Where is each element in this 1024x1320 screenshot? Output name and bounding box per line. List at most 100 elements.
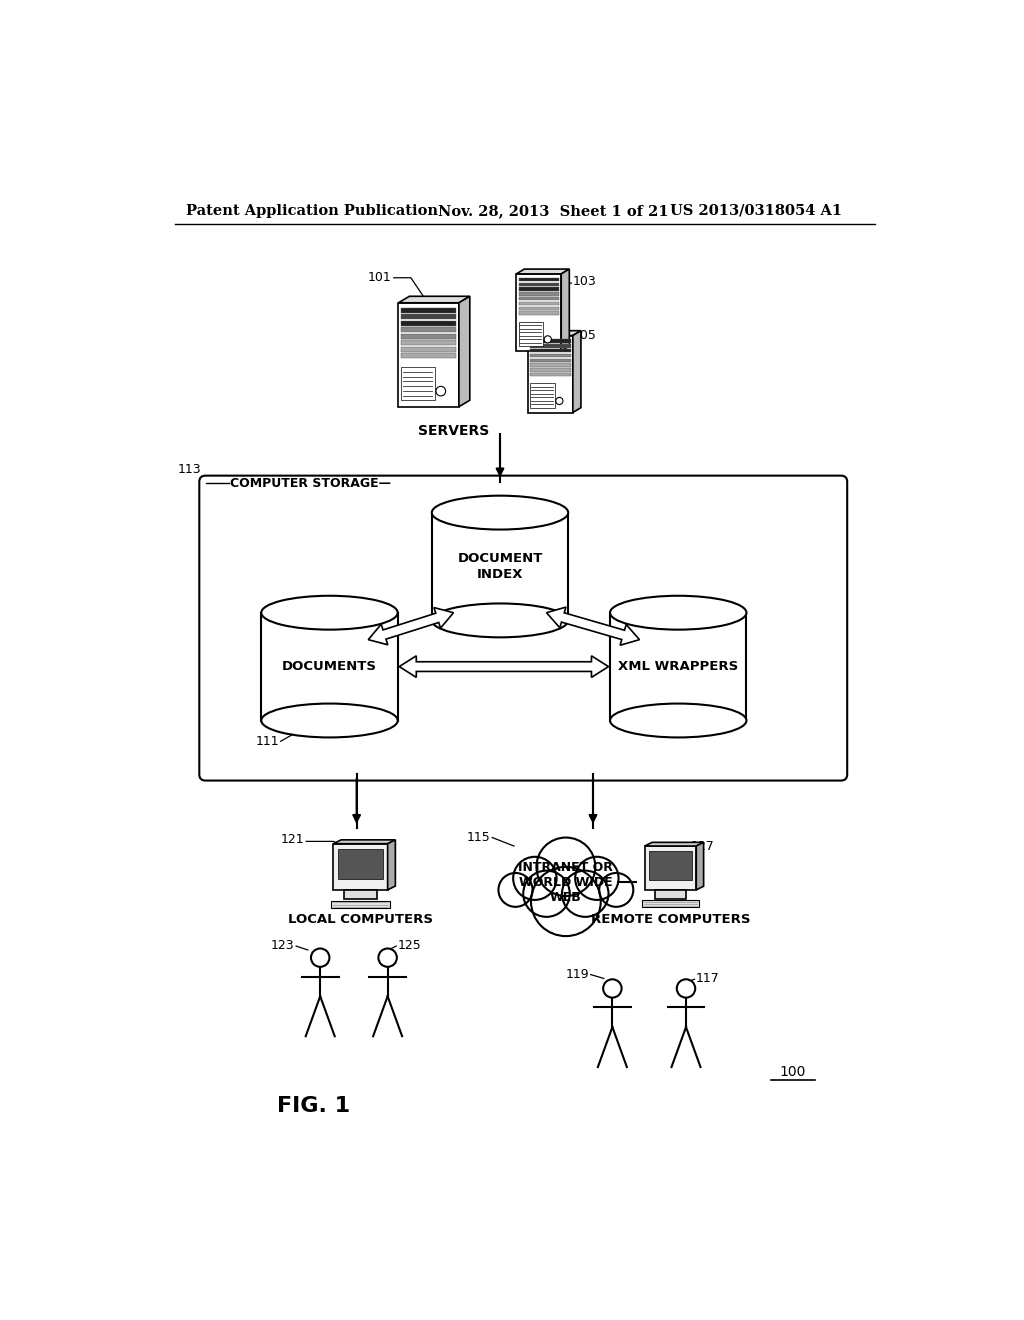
Text: 105: 105 [572, 329, 597, 342]
FancyBboxPatch shape [401, 341, 456, 345]
FancyBboxPatch shape [530, 348, 570, 352]
FancyBboxPatch shape [401, 367, 435, 400]
Polygon shape [561, 269, 569, 351]
Polygon shape [645, 842, 703, 846]
FancyBboxPatch shape [645, 846, 696, 890]
Circle shape [544, 335, 551, 343]
FancyBboxPatch shape [261, 612, 397, 721]
FancyBboxPatch shape [401, 334, 456, 339]
FancyBboxPatch shape [655, 890, 686, 899]
Text: DOCUMENT
INDEX: DOCUMENT INDEX [458, 553, 543, 581]
Text: 101: 101 [368, 271, 391, 284]
Circle shape [537, 837, 595, 896]
Polygon shape [459, 296, 470, 407]
Circle shape [531, 867, 601, 936]
Ellipse shape [261, 595, 397, 630]
Text: 119: 119 [565, 968, 589, 981]
FancyBboxPatch shape [528, 335, 572, 412]
Circle shape [513, 857, 557, 900]
FancyBboxPatch shape [530, 374, 570, 376]
Text: Nov. 28, 2013  Sheet 1 of 21: Nov. 28, 2013 Sheet 1 of 21 [438, 203, 669, 218]
Polygon shape [369, 607, 454, 644]
FancyBboxPatch shape [518, 292, 559, 296]
FancyBboxPatch shape [401, 321, 456, 326]
Polygon shape [528, 331, 581, 335]
Text: 103: 103 [572, 275, 597, 288]
FancyBboxPatch shape [200, 475, 847, 780]
Ellipse shape [432, 495, 568, 529]
Ellipse shape [261, 595, 397, 630]
Ellipse shape [261, 704, 397, 738]
FancyBboxPatch shape [401, 314, 456, 319]
FancyBboxPatch shape [344, 890, 377, 899]
Text: 109: 109 [687, 610, 712, 622]
Ellipse shape [432, 603, 568, 638]
Polygon shape [388, 840, 395, 890]
FancyBboxPatch shape [518, 282, 559, 286]
FancyBboxPatch shape [518, 322, 544, 346]
Text: XML WRAPPERS: XML WRAPPERS [618, 660, 738, 673]
FancyBboxPatch shape [642, 900, 698, 907]
Text: INTRANET OR
WORLD WIDE
WEB: INTRANET OR WORLD WIDE WEB [518, 861, 613, 904]
Circle shape [523, 871, 569, 917]
FancyBboxPatch shape [518, 312, 559, 315]
FancyBboxPatch shape [518, 306, 559, 310]
FancyBboxPatch shape [338, 849, 383, 879]
FancyBboxPatch shape [401, 327, 456, 333]
FancyBboxPatch shape [516, 275, 561, 351]
FancyBboxPatch shape [432, 512, 568, 620]
Polygon shape [696, 842, 703, 890]
Text: COMPUTER STORAGE—: COMPUTER STORAGE— [230, 477, 391, 490]
FancyBboxPatch shape [530, 354, 570, 358]
FancyBboxPatch shape [518, 302, 559, 305]
Circle shape [677, 979, 695, 998]
Circle shape [436, 387, 445, 396]
Circle shape [562, 871, 608, 917]
Polygon shape [516, 269, 569, 275]
FancyBboxPatch shape [530, 345, 570, 347]
Text: DOCUMENTS: DOCUMENTS [282, 660, 377, 673]
Circle shape [599, 873, 633, 907]
Polygon shape [547, 607, 640, 645]
FancyBboxPatch shape [530, 363, 570, 367]
FancyBboxPatch shape [518, 297, 559, 301]
Text: 125: 125 [397, 939, 422, 952]
Text: 121: 121 [281, 833, 305, 846]
Ellipse shape [610, 595, 746, 630]
Circle shape [575, 857, 618, 900]
FancyBboxPatch shape [649, 851, 692, 880]
Ellipse shape [610, 595, 746, 630]
Text: 115: 115 [467, 832, 490, 843]
Text: 111: 111 [256, 735, 280, 748]
Polygon shape [398, 296, 470, 302]
Text: REMOTE COMPUTERS: REMOTE COMPUTERS [591, 913, 751, 927]
FancyBboxPatch shape [331, 900, 390, 908]
FancyBboxPatch shape [530, 383, 555, 408]
Text: LOCAL COMPUTERS: LOCAL COMPUTERS [288, 913, 433, 927]
FancyBboxPatch shape [518, 277, 559, 281]
FancyBboxPatch shape [334, 843, 388, 890]
FancyBboxPatch shape [398, 302, 459, 407]
Text: 127: 127 [690, 840, 715, 853]
Polygon shape [399, 656, 608, 677]
FancyBboxPatch shape [401, 308, 456, 313]
Ellipse shape [610, 704, 746, 738]
Text: US 2013/0318054 A1: US 2013/0318054 A1 [671, 203, 843, 218]
Circle shape [603, 979, 622, 998]
FancyBboxPatch shape [401, 347, 456, 351]
FancyBboxPatch shape [610, 612, 746, 721]
Ellipse shape [432, 495, 568, 529]
Text: Patent Application Publication: Patent Application Publication [186, 203, 438, 218]
FancyBboxPatch shape [530, 368, 570, 372]
FancyBboxPatch shape [530, 339, 570, 343]
FancyBboxPatch shape [401, 354, 456, 358]
Polygon shape [334, 840, 395, 843]
Circle shape [556, 397, 563, 404]
Circle shape [311, 949, 330, 966]
FancyBboxPatch shape [518, 288, 559, 290]
FancyBboxPatch shape [530, 359, 570, 362]
Text: 107: 107 [500, 500, 524, 513]
Polygon shape [572, 331, 581, 412]
Text: 123: 123 [271, 939, 295, 952]
Circle shape [499, 873, 532, 907]
